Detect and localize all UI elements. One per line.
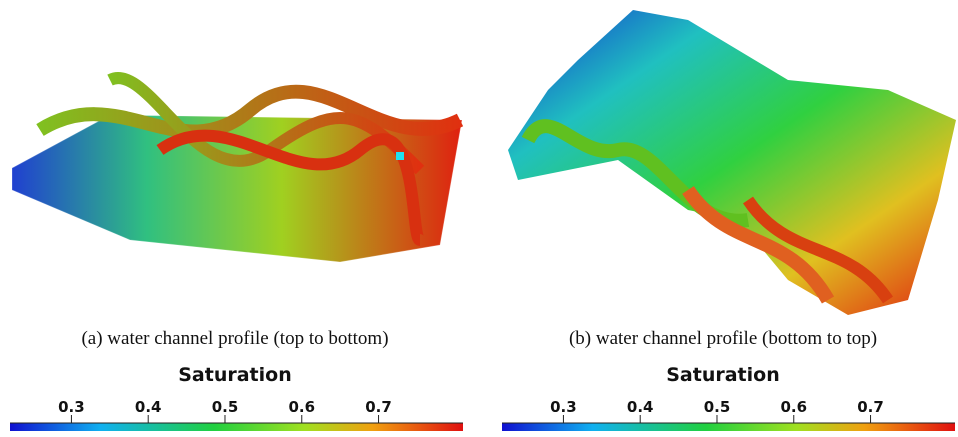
tick-label: 0.5 [212, 398, 239, 416]
panel-a: (a) water channel profile (top to bottom… [0, 0, 470, 437]
render-b [488, 0, 958, 320]
tick-label: 0.3 [550, 398, 577, 416]
colorbar: 0.3 0.4 0.5 0.6 0.7 [0, 392, 470, 434]
tick-label: 0.5 [704, 398, 731, 416]
tick-label: 0.6 [288, 398, 315, 416]
tick-label: 0.7 [365, 398, 392, 416]
render-a [0, 0, 470, 320]
caption: (b) water channel profile (bottom to top… [488, 328, 958, 350]
figure: {"panels": [ {"caption": "(a) water chan… [0, 0, 958, 437]
colorbar: 0.3 0.4 0.5 0.6 0.7 [488, 392, 958, 434]
colorbar-title: Saturation [488, 364, 958, 386]
panel-b: (b) water channel profile (bottom to top… [488, 0, 958, 437]
tick-label: 0.6 [780, 398, 807, 416]
caption: (a) water channel profile (top to bottom… [0, 328, 470, 350]
colorbar-title: Saturation [0, 364, 470, 386]
tick-label: 0.4 [627, 398, 654, 416]
tick-label: 0.3 [58, 398, 85, 416]
tick-label: 0.4 [135, 398, 162, 416]
tick-label: 0.7 [857, 398, 884, 416]
